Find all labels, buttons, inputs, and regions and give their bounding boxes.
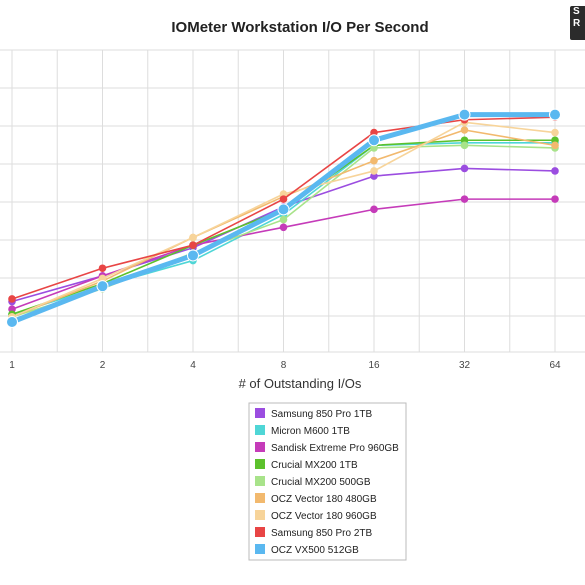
data-point: [279, 223, 288, 232]
data-point: [460, 164, 469, 173]
data-point: [98, 274, 107, 283]
x-tick-label: 32: [459, 360, 471, 371]
data-point: [370, 205, 378, 214]
data-point: [551, 195, 559, 203]
legend-label: OCZ Vector 180 960GB: [271, 511, 377, 522]
data-point: [370, 144, 378, 152]
data-point: [551, 141, 559, 150]
x-tick-label: 1: [9, 360, 15, 371]
data-point: [6, 316, 18, 328]
x-tick-label: 64: [549, 360, 561, 371]
legend: Samsung 850 Pro 1TB Micron M600 1TB Sandis…: [248, 402, 407, 561]
data-point: [370, 167, 378, 175]
data-point: [187, 249, 199, 262]
legend-swatch: [255, 459, 265, 469]
legend-swatch: [255, 527, 265, 537]
legend-label: OCZ VX500 512GB: [271, 545, 359, 556]
data-point: [96, 280, 109, 293]
legend-box: [248, 402, 407, 561]
x-tick-label: 4: [190, 360, 196, 371]
legend-swatch: [255, 442, 265, 452]
gridlines: [0, 49, 585, 353]
legend-swatch: [255, 476, 265, 486]
legend-swatch: [255, 493, 265, 503]
data-point: [189, 241, 197, 249]
data-point: [551, 167, 559, 175]
data-point: [551, 128, 559, 137]
legend-label: Sandisk Extreme Pro 960GB: [271, 443, 399, 454]
data-point: [370, 128, 378, 137]
data-point: [98, 264, 107, 273]
data-point: [460, 141, 469, 150]
legend-swatch: [255, 425, 265, 435]
x-tick-label: 8: [281, 360, 287, 371]
data-point: [279, 215, 288, 224]
data-point: [549, 108, 561, 121]
data-point: [189, 233, 197, 242]
data-point: [277, 203, 290, 216]
data-point: [458, 108, 471, 121]
data-point: [279, 195, 288, 203]
legend-label: Samsung 850 Pro 1TB: [271, 409, 372, 420]
series-8: [6, 108, 561, 328]
data-point: [368, 134, 380, 147]
data-point: [460, 126, 469, 134]
x-tick-labels: 1 2 4 8 16 32 64: [9, 360, 561, 371]
legend-label: OCZ Vector 180 480GB: [271, 494, 377, 505]
legend-label: Micron M600 1TB: [271, 426, 350, 437]
legend-label: Crucial MX200 500GB: [271, 477, 371, 488]
legend-swatch: [255, 510, 265, 520]
legend-swatch: [255, 408, 265, 418]
legend-swatch: [255, 544, 265, 554]
legend-label: Crucial MX200 1TB: [271, 460, 358, 471]
legend-label: Samsung 850 Pro 2TB: [271, 528, 372, 539]
series-lines: [6, 108, 561, 328]
x-tick-label: 16: [368, 360, 380, 371]
data-point: [460, 195, 469, 203]
x-tick-label: 2: [100, 360, 106, 371]
data-point: [8, 295, 16, 303]
data-point: [370, 156, 378, 165]
x-axis-label: # of Outstanding I/Os: [239, 376, 362, 391]
chart-title: IOMeter Workstation I/O Per Second: [171, 19, 428, 36]
